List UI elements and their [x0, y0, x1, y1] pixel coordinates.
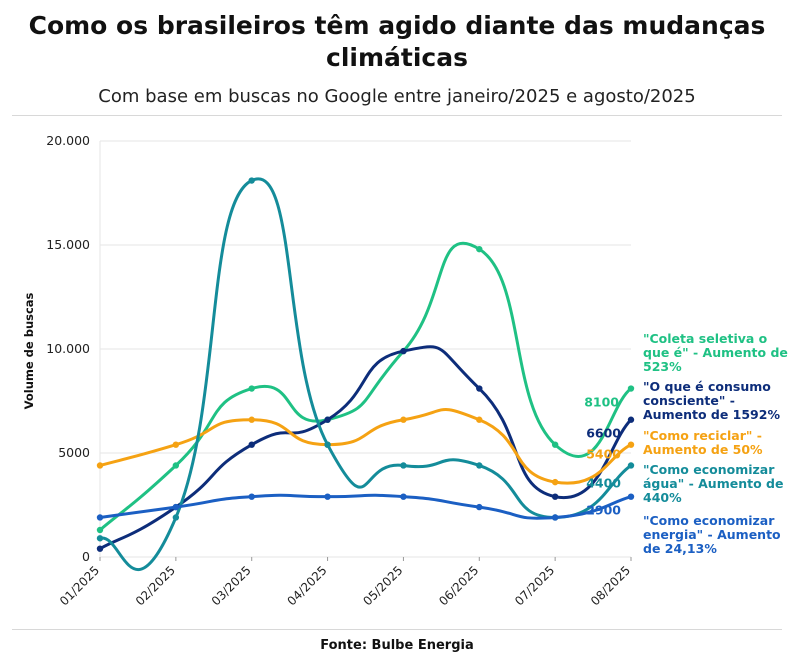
y-tick-label: 20.000	[46, 133, 90, 148]
data-point-coleta	[172, 462, 180, 469]
data-point-coleta	[476, 245, 483, 253]
legend-entry-line: 440%	[643, 490, 682, 505]
data-point-energia	[551, 514, 559, 521]
legend-entry-line: consciente" -	[643, 393, 735, 408]
end-value-label-reciclar: 5400	[586, 447, 621, 462]
data-point-consumo	[400, 347, 407, 355]
data-point-energia	[96, 514, 104, 521]
end-value-label-agua: 4400	[586, 475, 621, 490]
data-point-energia	[627, 493, 635, 500]
series-line-energia	[98, 493, 633, 520]
y-tick-label: 10.000	[46, 341, 90, 356]
data-point-energia	[248, 493, 255, 500]
y-tick-label: 5000	[58, 445, 90, 460]
legend-entry-line: "Como reciclar" -	[643, 428, 762, 443]
data-point-reciclar	[172, 441, 180, 448]
data-point-consumo	[476, 385, 483, 392]
data-point-coleta	[627, 385, 635, 392]
data-point-reciclar	[96, 462, 104, 469]
y-axis-title: Volume de buscas	[22, 292, 36, 409]
legend-entry-line: "O que é consumo	[643, 379, 771, 394]
data-point-reciclar	[627, 441, 635, 448]
data-point-reciclar	[248, 416, 255, 423]
legend-entry-energia: "Como economizar energia" - Aumento de 24,…	[643, 514, 793, 556]
legend-entry-line: água" - Aumento de	[643, 476, 784, 491]
chart-title-line-1: Como os brasileiros têm agido diante das…	[28, 11, 766, 40]
bottom-divider	[12, 629, 782, 630]
legend-entry-consumo: "O que é consumo consciente" - Aumento de …	[643, 380, 793, 422]
legend-entry-line: 523%	[643, 359, 682, 374]
data-point-consumo	[324, 416, 331, 423]
data-point-reciclar	[400, 416, 407, 423]
x-tick-label: 04/2025	[285, 563, 330, 608]
data-point-reciclar	[551, 478, 559, 486]
legend-entry-line: energia" - Aumento	[643, 527, 781, 542]
chart-title-line-2: climáticas	[326, 43, 468, 72]
series-line-coleta	[98, 241, 633, 532]
data-point-agua	[627, 462, 635, 469]
chart-subtitle: Com base em buscas no Google entre janei…	[98, 86, 696, 107]
data-point-consumo	[248, 441, 255, 448]
x-tick-label: 03/2025	[209, 563, 254, 608]
series-line-reciclar	[98, 408, 633, 485]
data-point-agua	[476, 462, 483, 469]
y-tick-label: 15.000	[46, 237, 90, 252]
top-divider	[12, 115, 782, 116]
data-point-reciclar	[476, 416, 483, 423]
legend-entry-line: "Como economizar	[643, 462, 775, 477]
legend-entry-line: "Como economizar	[643, 513, 775, 528]
legend-entry-coleta: "Coleta seletiva o que é" - Aumento de 523…	[643, 332, 793, 374]
x-tick-label: 01/2025	[57, 563, 102, 608]
end-value-label-consumo: 6600	[586, 426, 621, 441]
legend-entry-agua: "Como economizar água" - Aumento de 440%	[643, 463, 793, 505]
data-point-agua	[324, 441, 331, 448]
legend-entry-line: Aumento de 1592%	[643, 407, 780, 422]
series-line-agua	[98, 177, 633, 572]
data-point-agua	[400, 462, 407, 469]
data-point-coleta	[96, 526, 104, 534]
data-point-coleta	[551, 441, 559, 448]
data-point-energia	[324, 493, 331, 500]
data-point-consumo	[96, 545, 104, 552]
legend-entry-reciclar: "Como reciclar" - Aumento de 50%	[643, 429, 793, 457]
data-point-agua	[96, 535, 104, 542]
y-tick-label: 0	[82, 549, 90, 564]
data-point-energia	[172, 503, 180, 511]
data-point-agua	[248, 177, 255, 184]
end-value-label-energia: 2900	[586, 503, 621, 518]
source-note: Fonte: Bulbe Energia	[320, 638, 474, 653]
end-value-label-coleta: 8100	[584, 395, 619, 410]
data-point-consumo	[551, 493, 559, 500]
legend-entry-line: que é" - Aumento de	[643, 345, 788, 360]
data-point-consumo	[627, 416, 635, 423]
series-line-consumo	[98, 345, 633, 551]
x-tick-label: 07/2025	[512, 563, 557, 608]
data-point-energia	[400, 493, 407, 500]
legend-entry-line: de 24,13%	[643, 541, 717, 556]
legend-entry-line: "Coleta seletiva o	[643, 331, 768, 346]
data-point-energia	[476, 503, 483, 511]
x-tick-label: 05/2025	[360, 563, 405, 608]
chart-title: Como os brasileiros têm agido diante das…	[0, 10, 794, 74]
data-point-coleta	[248, 385, 255, 392]
x-tick-label: 06/2025	[436, 563, 481, 608]
x-tick-label: 08/2025	[588, 563, 633, 608]
data-point-agua	[172, 514, 180, 521]
legend-entry-line: Aumento de 50%	[643, 442, 763, 457]
